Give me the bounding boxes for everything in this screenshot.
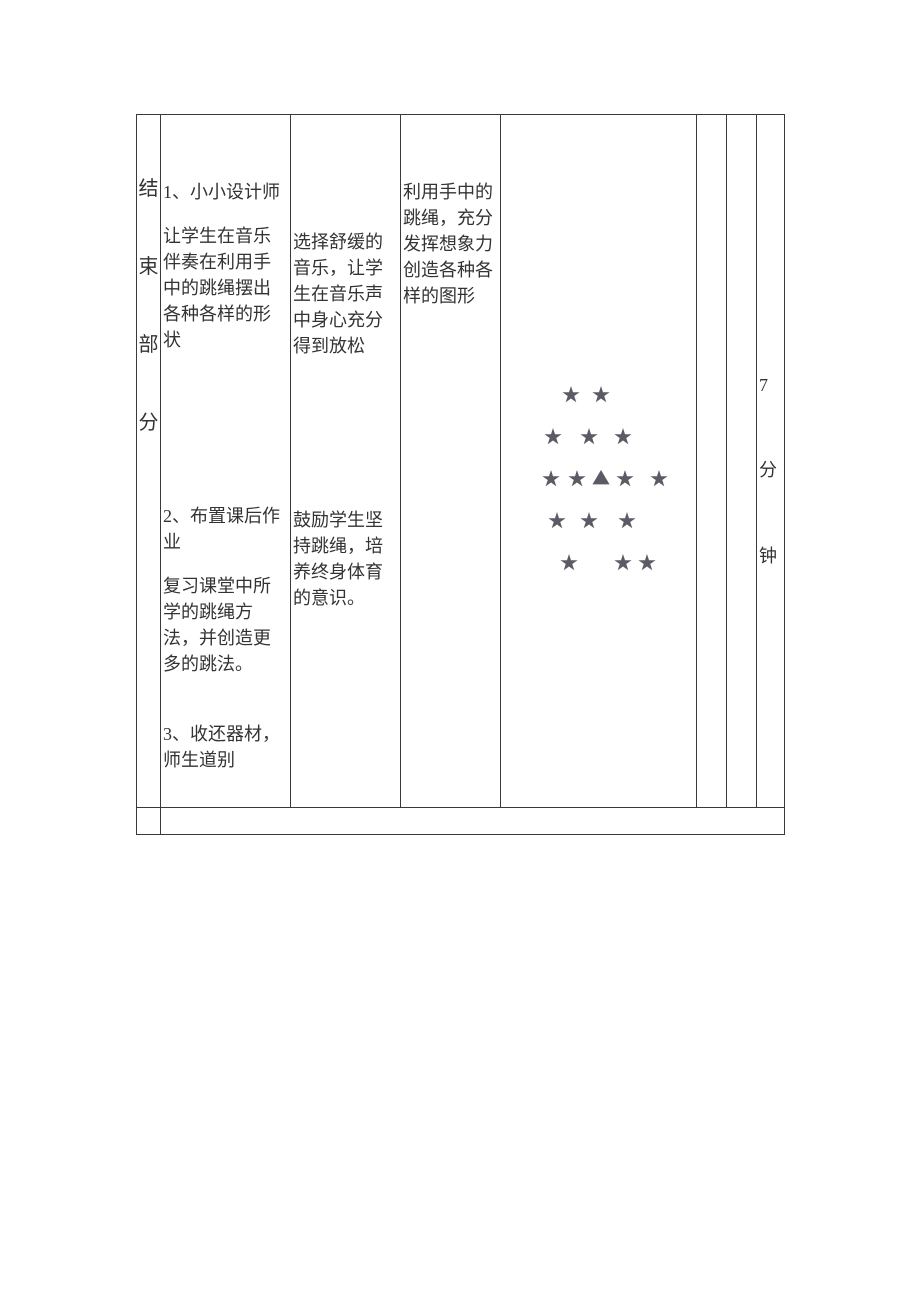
footer-cell (161, 808, 785, 835)
content-item-title: 3、收还器材，师生道别 (163, 721, 288, 773)
time-label: 7 分 钟 (757, 115, 784, 568)
teacher-note: 鼓励学生坚持跳绳，培养终身体育的意识。 (293, 507, 398, 611)
time-char: 钟 (759, 542, 784, 568)
teacher-marker (592, 470, 609, 484)
section-label-cell: 结 束 部 分 (137, 115, 161, 808)
formation-diagram (501, 115, 697, 807)
section-label: 结 束 部 分 (137, 115, 160, 433)
section-char: 分 (137, 413, 160, 433)
section-char: 部 (137, 335, 160, 355)
time-char: 7 (759, 375, 784, 396)
formation-svg (501, 375, 697, 615)
section-char: 结 (137, 179, 160, 199)
section-char: 束 (137, 257, 160, 277)
table-row: 结 束 部 分 1、小小设计师 让学生在音乐伴奏在利用手中的跳绳摆出各种各样的形… (137, 115, 785, 808)
time-char: 分 (759, 456, 784, 482)
lesson-plan-table: 结 束 部 分 1、小小设计师 让学生在音乐伴奏在利用手中的跳绳摆出各种各样的形… (136, 114, 785, 835)
content-item-body: 让学生在音乐伴奏在利用手中的跳绳摆出各种各样的形状 (163, 223, 288, 353)
content-item-title: 2、布置课后作业 (163, 503, 288, 555)
time-cell: 7 分 钟 (757, 115, 785, 808)
blank-cell (727, 115, 757, 808)
content-item-title: 1、小小设计师 (163, 179, 288, 205)
teacher-cell: 选择舒缓的音乐，让学生在音乐声中身心充分得到放松 鼓励学生坚持跳绳，培养终身体育… (291, 115, 401, 808)
page: 结 束 部 分 1、小小设计师 让学生在音乐伴奏在利用手中的跳绳摆出各种各样的形… (0, 0, 920, 1302)
student-cell: 利用手中的跳绳，充分发挥想象力创造各种各样的图形 (401, 115, 501, 808)
content-item-body: 复习课堂中所学的跳绳方法，并创造更多的跳法。 (163, 573, 288, 677)
student-note: 利用手中的跳绳，充分发挥想象力创造各种各样的图形 (403, 179, 498, 309)
content-cell: 1、小小设计师 让学生在音乐伴奏在利用手中的跳绳摆出各种各样的形状 2、布置课后… (161, 115, 291, 808)
table-row (137, 808, 785, 835)
footer-cell (137, 808, 161, 835)
blank-cell (697, 115, 727, 808)
formation-diagram-cell (501, 115, 697, 808)
teacher-note: 选择舒缓的音乐，让学生在音乐声中身心充分得到放松 (293, 229, 398, 359)
